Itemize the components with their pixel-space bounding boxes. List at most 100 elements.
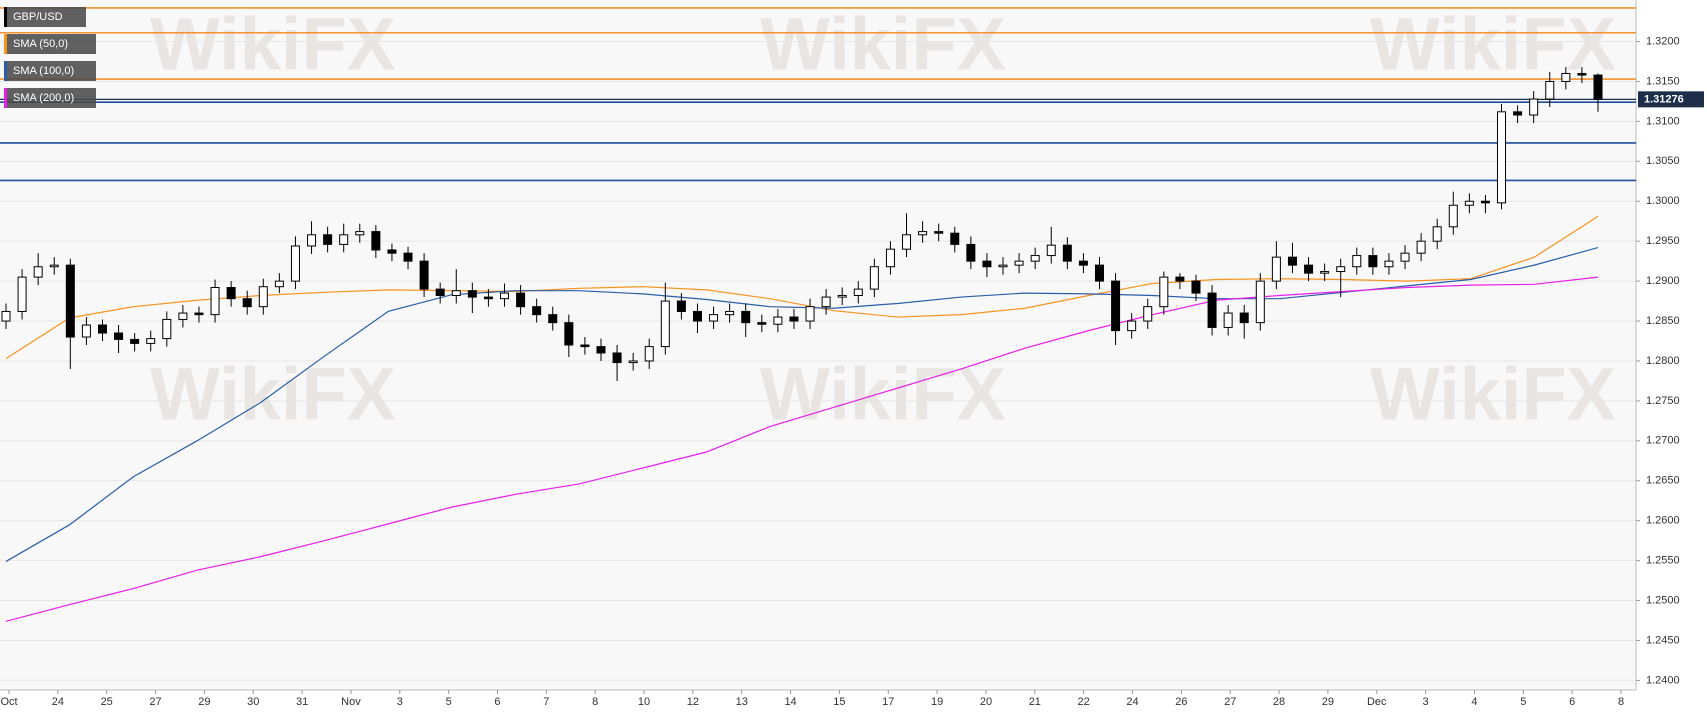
x-tick-label: 7 [543,696,549,708]
x-tick-label: 27 [149,696,161,708]
candle-body [548,314,558,324]
candle-body [1577,72,1587,76]
candle-body [355,231,365,236]
candle-body [178,312,188,320]
candle-body [628,360,638,364]
legend-swatch [4,7,7,27]
candle-body [1207,292,1217,328]
candle-body [258,286,268,308]
x-tick-label: 30 [247,696,259,708]
x-tick-label: 6 [494,696,500,708]
last-price-label: 1.31276 [1644,93,1684,105]
candle-body [1255,280,1265,324]
candle-body [1545,80,1555,100]
candle-body [1432,226,1442,242]
legend-swatch [4,61,7,81]
y-tick-label: 1.2450 [1646,634,1680,646]
last-price-box [1638,91,1704,108]
x-tick-label: 21 [1029,696,1041,708]
legend-label: SMA (50,0) [13,38,68,50]
candle-body [1239,312,1249,324]
x-tick-label: Nov [341,696,361,708]
candle-body [290,245,300,282]
candle-body [918,231,928,236]
x-tick-label: 5 [446,696,452,708]
candle-body [709,314,719,322]
x-tick-label: 5 [1520,696,1526,708]
candle-body [1497,111,1507,204]
x-tick-label: 14 [784,696,796,708]
plot-background [0,0,1636,690]
y-tick-label: 1.2550 [1646,555,1680,567]
candle-body [1529,98,1539,116]
lines [0,7,1636,622]
x-tick-label: 24 [52,696,64,708]
candle-body [403,252,413,262]
candle-body [1464,200,1474,206]
legend-box [4,7,86,27]
candle-body [1561,72,1571,82]
candle-body [692,310,702,322]
candle-body [1078,260,1088,266]
x-tick-label: 15 [833,696,845,708]
x-tick-label: 8 [1618,696,1624,708]
candle-body [419,260,429,290]
candle-body [242,298,252,308]
candle-body [1336,266,1346,273]
x-tick-label: 25 [101,696,113,708]
y-tick-label: 1.2650 [1646,475,1680,487]
x-tick-label: 17 [882,696,894,708]
candle-body [773,316,783,325]
x-tick-label: 29 [1322,696,1334,708]
legend-label: GBP/USD [13,11,63,23]
candle-body [435,288,445,296]
y-tick-label: 1.2850 [1646,315,1680,327]
candle-body [1384,260,1394,268]
candle-body [1030,255,1040,262]
candle-body [1287,256,1297,266]
y-tick-label: 1.2900 [1646,275,1680,287]
candle-body [837,294,847,298]
candle-body [210,287,220,316]
candle-body [1320,271,1330,274]
candle-body [532,306,542,316]
candle-body [1,310,11,322]
candle-body [49,264,59,268]
candle-body [1014,260,1024,266]
grid [0,41,1636,681]
candle-body [934,231,944,234]
candle-body [805,306,815,322]
x-tick-label: 28 [1273,696,1285,708]
legend-swatch [4,88,7,108]
y-tick-label: 1.2750 [1646,395,1680,407]
y-tick-label: 1.3100 [1646,115,1680,127]
x-tick-label: 4 [1471,696,1477,708]
candle-body [1271,256,1281,282]
candle-body [339,234,349,245]
candle-body [741,310,751,324]
candle-body [676,300,686,312]
legend-label: SMA (200,0) [13,92,74,104]
candle-body [998,264,1008,268]
x-tick-label: 26 [1175,696,1187,708]
candle-body [1416,240,1426,254]
candle-body [114,332,124,340]
candle-body [467,290,477,298]
candle-body [500,292,510,300]
candle-body [1448,204,1458,228]
candle-body [885,248,895,268]
y-tick-label: 1.3200 [1646,35,1680,47]
x-tick-label: 12 [687,696,699,708]
candle-body [451,290,461,296]
legend-box [4,34,96,54]
sma-line [5,276,1599,622]
y-tick-label: 1.2400 [1646,674,1680,686]
candle-body [516,292,526,308]
candle-body [1159,276,1169,308]
watermark: WikiFX [1370,353,1616,436]
candle-body [274,280,284,288]
candle-body [869,266,879,290]
candle-body [162,318,172,340]
x-tick-label: Oct [0,696,17,708]
